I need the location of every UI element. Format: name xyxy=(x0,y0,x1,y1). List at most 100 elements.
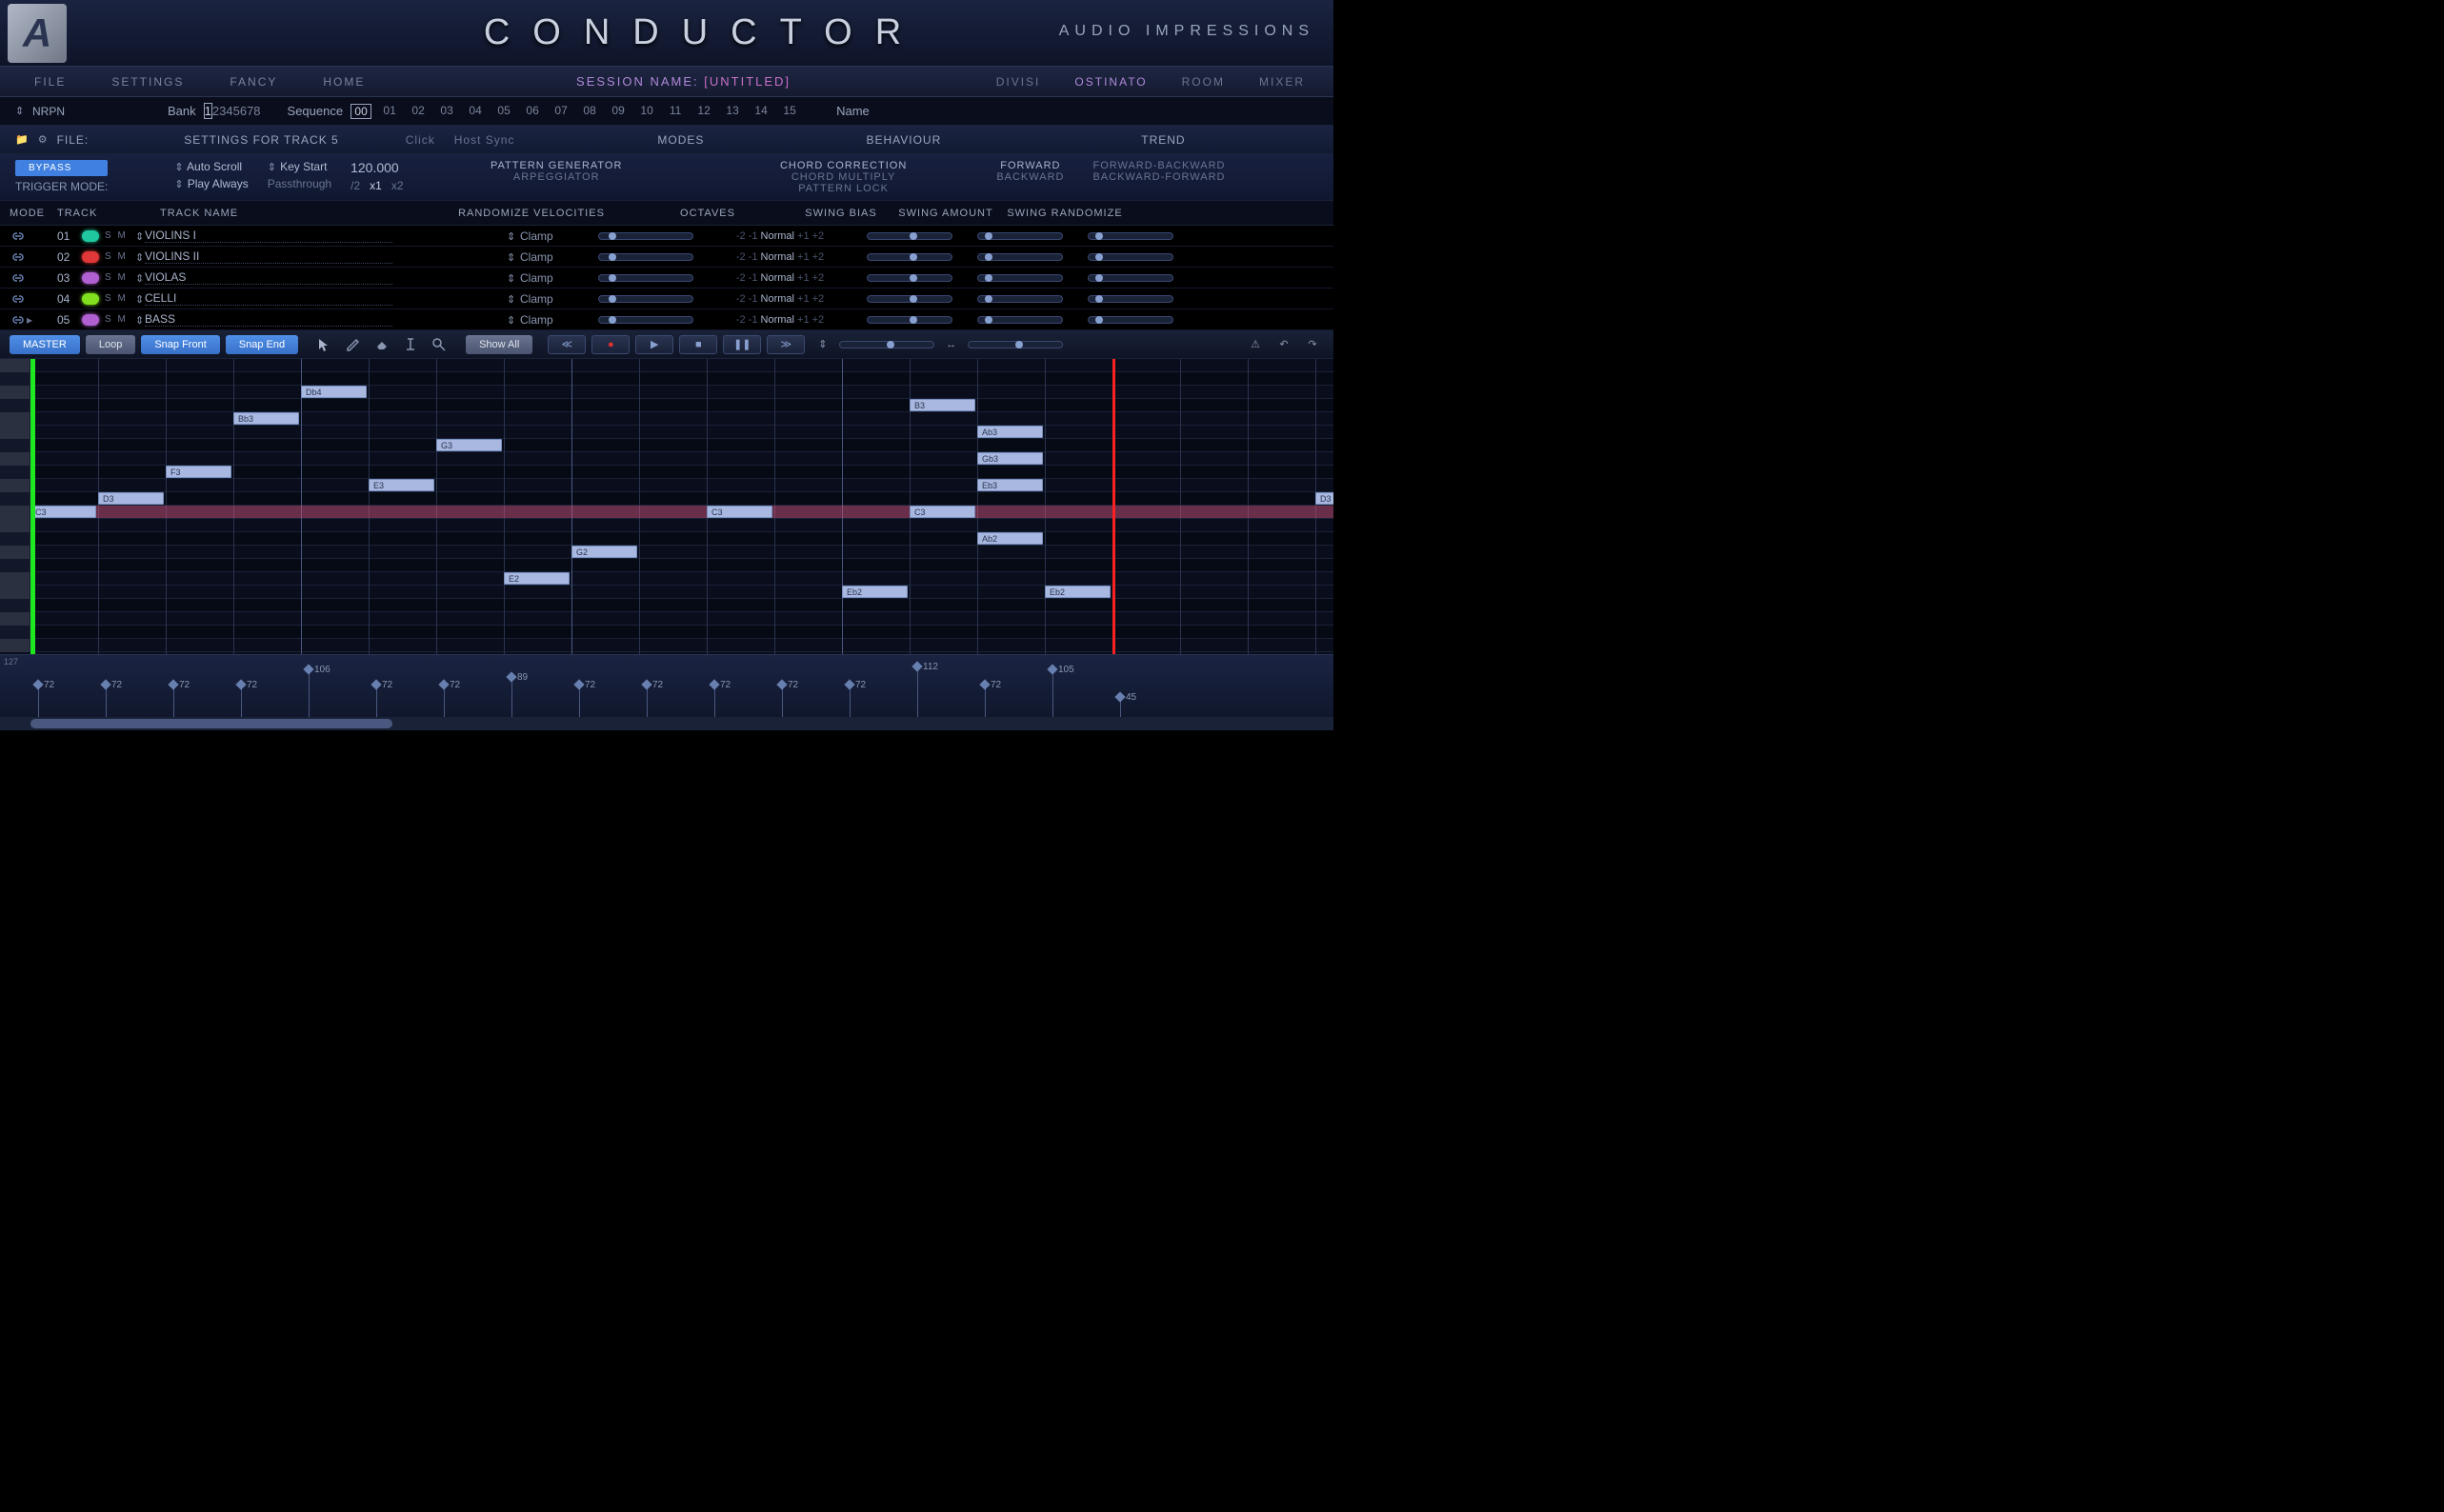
sequence-11[interactable]: 11 xyxy=(665,104,686,119)
eraser-tool-icon[interactable] xyxy=(371,335,393,354)
tab-ostinato[interactable]: OSTINATO xyxy=(1057,75,1164,89)
velocity-handle[interactable] xyxy=(303,664,313,674)
session-name[interactable]: [UNTITLED] xyxy=(704,74,791,89)
clamp-stepper-icon[interactable] xyxy=(507,292,516,306)
piano-key[interactable] xyxy=(0,546,30,559)
piano-key[interactable] xyxy=(0,532,30,546)
track-number[interactable]: 01 xyxy=(57,229,82,243)
velocity-slider[interactable] xyxy=(598,232,693,240)
note[interactable]: F3 xyxy=(166,466,231,478)
tab-room[interactable]: ROOM xyxy=(1165,75,1242,89)
visibility-eye-icon[interactable] xyxy=(82,314,99,326)
sequence-05[interactable]: 05 xyxy=(493,104,514,119)
rewind-button[interactable]: ≪ xyxy=(548,335,586,354)
warning-icon[interactable]: ⚠ xyxy=(1244,335,1267,354)
pointer-tool-icon[interactable] xyxy=(313,335,336,354)
swing-bias-slider[interactable] xyxy=(867,253,952,261)
play-button[interactable]: ▶ xyxy=(635,335,673,354)
track-name-field[interactable]: VIOLINS II xyxy=(145,249,392,264)
velocity-stem[interactable] xyxy=(1052,669,1053,717)
scrollbar-thumb[interactable] xyxy=(30,719,392,728)
piano-key[interactable] xyxy=(0,612,30,626)
sequence-04[interactable]: 04 xyxy=(465,104,486,119)
behaviour-pattern-lock[interactable]: PATTERN LOCK xyxy=(710,183,977,194)
stop-button[interactable]: ■ xyxy=(679,335,717,354)
bank-4[interactable]: 4 xyxy=(226,104,232,118)
trend-bwd-fwd[interactable]: BACKWARD-FORWARD xyxy=(1092,171,1225,183)
menu-file[interactable]: FILE xyxy=(11,75,89,89)
octave-selector[interactable]: -2 -1 Normal +1 +2 xyxy=(699,230,861,242)
swing-bias-slider[interactable] xyxy=(867,232,952,240)
menu-settings[interactable]: SETTINGS xyxy=(89,75,207,89)
gear-icon[interactable]: ⚙ xyxy=(38,133,48,146)
sequence-01[interactable]: 01 xyxy=(379,104,400,119)
folder-icon[interactable]: 📁 xyxy=(15,133,29,146)
hostsync-label[interactable]: Host Sync xyxy=(454,133,515,147)
trend-fwd-bwd[interactable]: FORWARD-BACKWARD xyxy=(1092,160,1225,171)
visibility-eye-icon[interactable] xyxy=(82,251,99,263)
snap-end-button[interactable]: Snap End xyxy=(226,335,298,354)
piano-key[interactable] xyxy=(0,559,30,572)
sequence-00[interactable]: 00 xyxy=(351,104,371,119)
keystart-stepper-icon[interactable] xyxy=(268,160,277,173)
piano-key[interactable] xyxy=(0,519,30,532)
nrpn-label[interactable]: NRPN xyxy=(32,105,65,118)
note[interactable]: Gb3 xyxy=(977,452,1043,465)
bank-5[interactable]: 5 xyxy=(233,104,240,118)
div-half[interactable]: /2 xyxy=(351,179,360,192)
note[interactable]: C3 xyxy=(707,506,772,518)
velocity-slider[interactable] xyxy=(598,274,693,282)
piano-key[interactable] xyxy=(0,359,30,372)
piano-roll[interactable]: Db4Bb3B3G3Ab3F3Gb3E3Eb3D3D3C3C3C3G2Ab2E2… xyxy=(0,359,1333,654)
track-name-field[interactable]: CELLI xyxy=(145,291,392,306)
autoscroll-value[interactable]: Auto Scroll xyxy=(187,160,242,173)
note[interactable]: Ab2 xyxy=(977,532,1043,545)
pause-button[interactable]: ❚❚ xyxy=(723,335,761,354)
velocity-handle[interactable] xyxy=(911,661,922,671)
redo-icon[interactable]: ↷ xyxy=(1301,335,1324,354)
start-marker[interactable] xyxy=(30,359,35,654)
swing-randomize-slider[interactable] xyxy=(1088,274,1173,282)
note[interactable]: E2 xyxy=(504,572,570,585)
velocity-handle[interactable] xyxy=(100,679,110,689)
track-number[interactable]: 05 xyxy=(57,313,82,327)
note[interactable]: E3 xyxy=(369,479,434,491)
swing-amount-slider[interactable] xyxy=(977,253,1063,261)
octave-selector[interactable]: -2 -1 Normal +1 +2 xyxy=(699,314,861,326)
velocity-stem[interactable] xyxy=(917,666,918,717)
tab-divisi[interactable]: DIVISI xyxy=(979,75,1058,89)
piano-key[interactable] xyxy=(0,412,30,426)
mute-button[interactable]: M xyxy=(117,251,127,262)
track-stepper-icon[interactable] xyxy=(135,250,145,264)
note[interactable]: D3 xyxy=(98,492,164,505)
sequence-03[interactable]: 03 xyxy=(436,104,457,119)
behaviour-chord-correction[interactable]: CHORD CORRECTION xyxy=(710,160,977,171)
clamp-value[interactable]: Clamp xyxy=(520,292,553,306)
link-icon[interactable] xyxy=(10,230,27,242)
velocity-handle[interactable] xyxy=(776,679,787,689)
visibility-eye-icon[interactable] xyxy=(82,272,99,284)
swing-amount-slider[interactable] xyxy=(977,274,1063,282)
note[interactable]: Bb3 xyxy=(233,412,299,425)
velocity-stem[interactable] xyxy=(511,677,512,717)
solo-button[interactable]: S xyxy=(105,314,113,325)
master-button[interactable]: MASTER xyxy=(10,335,80,354)
sequence-10[interactable]: 10 xyxy=(636,104,657,119)
show-all-button[interactable]: Show All xyxy=(466,335,532,354)
piano-key[interactable] xyxy=(0,452,30,466)
velocity-handle[interactable] xyxy=(844,679,854,689)
sequence-08[interactable]: 08 xyxy=(579,104,600,119)
velocity-handle[interactable] xyxy=(979,679,990,689)
velocity-handle[interactable] xyxy=(438,679,449,689)
clamp-stepper-icon[interactable] xyxy=(507,313,516,327)
swing-bias-slider[interactable] xyxy=(867,316,952,324)
swing-bias-slider[interactable] xyxy=(867,274,952,282)
mute-button[interactable]: M xyxy=(117,293,127,304)
velocity-lane[interactable]: 127 727272721067272897272727272112721054… xyxy=(0,654,1333,730)
velocity-slider[interactable] xyxy=(598,295,693,303)
visibility-eye-icon[interactable] xyxy=(82,230,99,242)
link-icon[interactable] xyxy=(10,251,27,263)
velocity-handle[interactable] xyxy=(32,679,43,689)
pencil-tool-icon[interactable] xyxy=(342,335,365,354)
solo-button[interactable]: S xyxy=(105,251,113,262)
